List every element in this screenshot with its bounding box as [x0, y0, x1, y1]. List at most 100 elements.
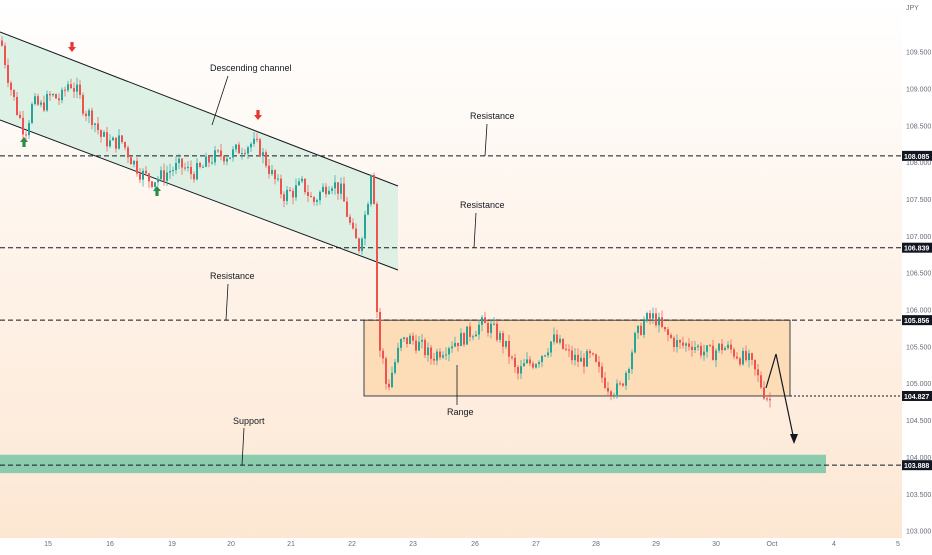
descending-channel-area — [0, 32, 398, 270]
down-arrow-icon — [254, 110, 262, 120]
candle-body — [520, 366, 522, 374]
candle-body — [265, 152, 267, 166]
candle-body — [613, 394, 615, 396]
candle-body — [70, 84, 72, 89]
price-tick-label: 107.000 — [906, 234, 931, 241]
candle-body — [235, 144, 237, 150]
candle-body — [121, 135, 123, 142]
support-label: Support — [233, 416, 265, 426]
candle-body — [307, 192, 309, 196]
time-tick-label: 22 — [348, 541, 356, 548]
candle-body — [457, 342, 459, 347]
candle-body — [676, 340, 678, 348]
candle-body — [91, 110, 93, 125]
candle-body — [202, 166, 204, 168]
price-tick-label: 104.500 — [906, 418, 931, 425]
candle-body — [178, 158, 180, 164]
candle-body — [463, 333, 465, 345]
candle-body — [643, 321, 645, 335]
candle-body — [76, 84, 78, 92]
time-tick-label: 16 — [106, 541, 114, 548]
candle-body — [409, 335, 411, 344]
candle-body — [769, 399, 771, 401]
price-tick-label: 108.500 — [906, 123, 931, 130]
candle-body — [259, 139, 261, 157]
candle-body — [331, 188, 333, 191]
candle-body — [739, 358, 741, 365]
candle-body — [571, 350, 573, 361]
candle-body — [166, 172, 168, 181]
candle-body — [376, 203, 378, 312]
candle-body — [628, 369, 630, 373]
candle-body — [208, 156, 210, 163]
price-tag-bg — [902, 390, 932, 401]
candle-body — [514, 357, 516, 368]
candle-body — [7, 64, 9, 83]
candle-body — [607, 387, 609, 392]
candle-body — [319, 191, 321, 201]
candle-body — [193, 174, 195, 180]
candle-body — [424, 339, 426, 356]
projection-path — [765, 353, 795, 441]
candle-body — [691, 346, 693, 350]
candle-body — [28, 122, 30, 136]
candle-body — [487, 323, 489, 333]
candle-body — [397, 347, 399, 363]
candle-body — [112, 137, 114, 141]
candle-body — [355, 228, 357, 239]
candle-body — [10, 82, 12, 90]
price-tag: 105.856 — [902, 315, 932, 326]
candle-body — [94, 123, 96, 125]
candle-body — [655, 313, 657, 326]
candle-body — [508, 340, 510, 357]
range-label: Range — [447, 407, 474, 417]
candle-body — [241, 153, 243, 155]
price-tag-bg — [902, 242, 932, 253]
candle-body — [442, 355, 444, 358]
candle-body — [544, 355, 546, 357]
candle-body — [100, 130, 102, 137]
candle-body — [25, 134, 27, 136]
candle-body — [451, 346, 453, 349]
candle-body — [574, 354, 576, 361]
candle-body — [118, 135, 120, 149]
time-tick-label: 5 — [896, 541, 900, 548]
candle-body — [61, 89, 63, 101]
candle-body — [298, 181, 300, 186]
markers — [20, 42, 798, 444]
candle-body — [52, 94, 54, 96]
candle-body — [430, 347, 432, 359]
candle-body — [190, 166, 192, 175]
candle-body — [49, 94, 51, 96]
candle-body — [718, 343, 720, 351]
candle-body — [19, 114, 21, 118]
candle-body — [316, 200, 318, 202]
candle-body — [115, 137, 117, 149]
candle-body — [217, 150, 219, 152]
resistance-label-2: Resistance — [460, 200, 505, 210]
candle-body — [700, 345, 702, 356]
resistance-leader-1 — [484, 123, 488, 156]
candle-body — [667, 329, 669, 335]
candle-body — [736, 356, 738, 359]
down-arrow-icon — [68, 42, 76, 52]
candle-body — [748, 353, 750, 361]
candle-body — [685, 343, 687, 346]
candle-body — [706, 345, 708, 352]
candle-body — [4, 45, 6, 65]
candle-body — [349, 216, 351, 223]
candle-body — [256, 138, 258, 140]
candle-body — [724, 348, 726, 351]
candle-body — [535, 364, 537, 368]
price-tick-label: 108.000 — [906, 160, 931, 167]
candle-body — [526, 359, 528, 364]
candle-body — [103, 132, 105, 137]
candle-body — [85, 113, 87, 117]
candle-body — [292, 190, 294, 198]
candle-body — [730, 344, 732, 350]
candle-body — [358, 238, 360, 252]
time-axis-background — [0, 538, 902, 550]
candle-body — [436, 351, 438, 361]
candle-body — [394, 362, 396, 373]
